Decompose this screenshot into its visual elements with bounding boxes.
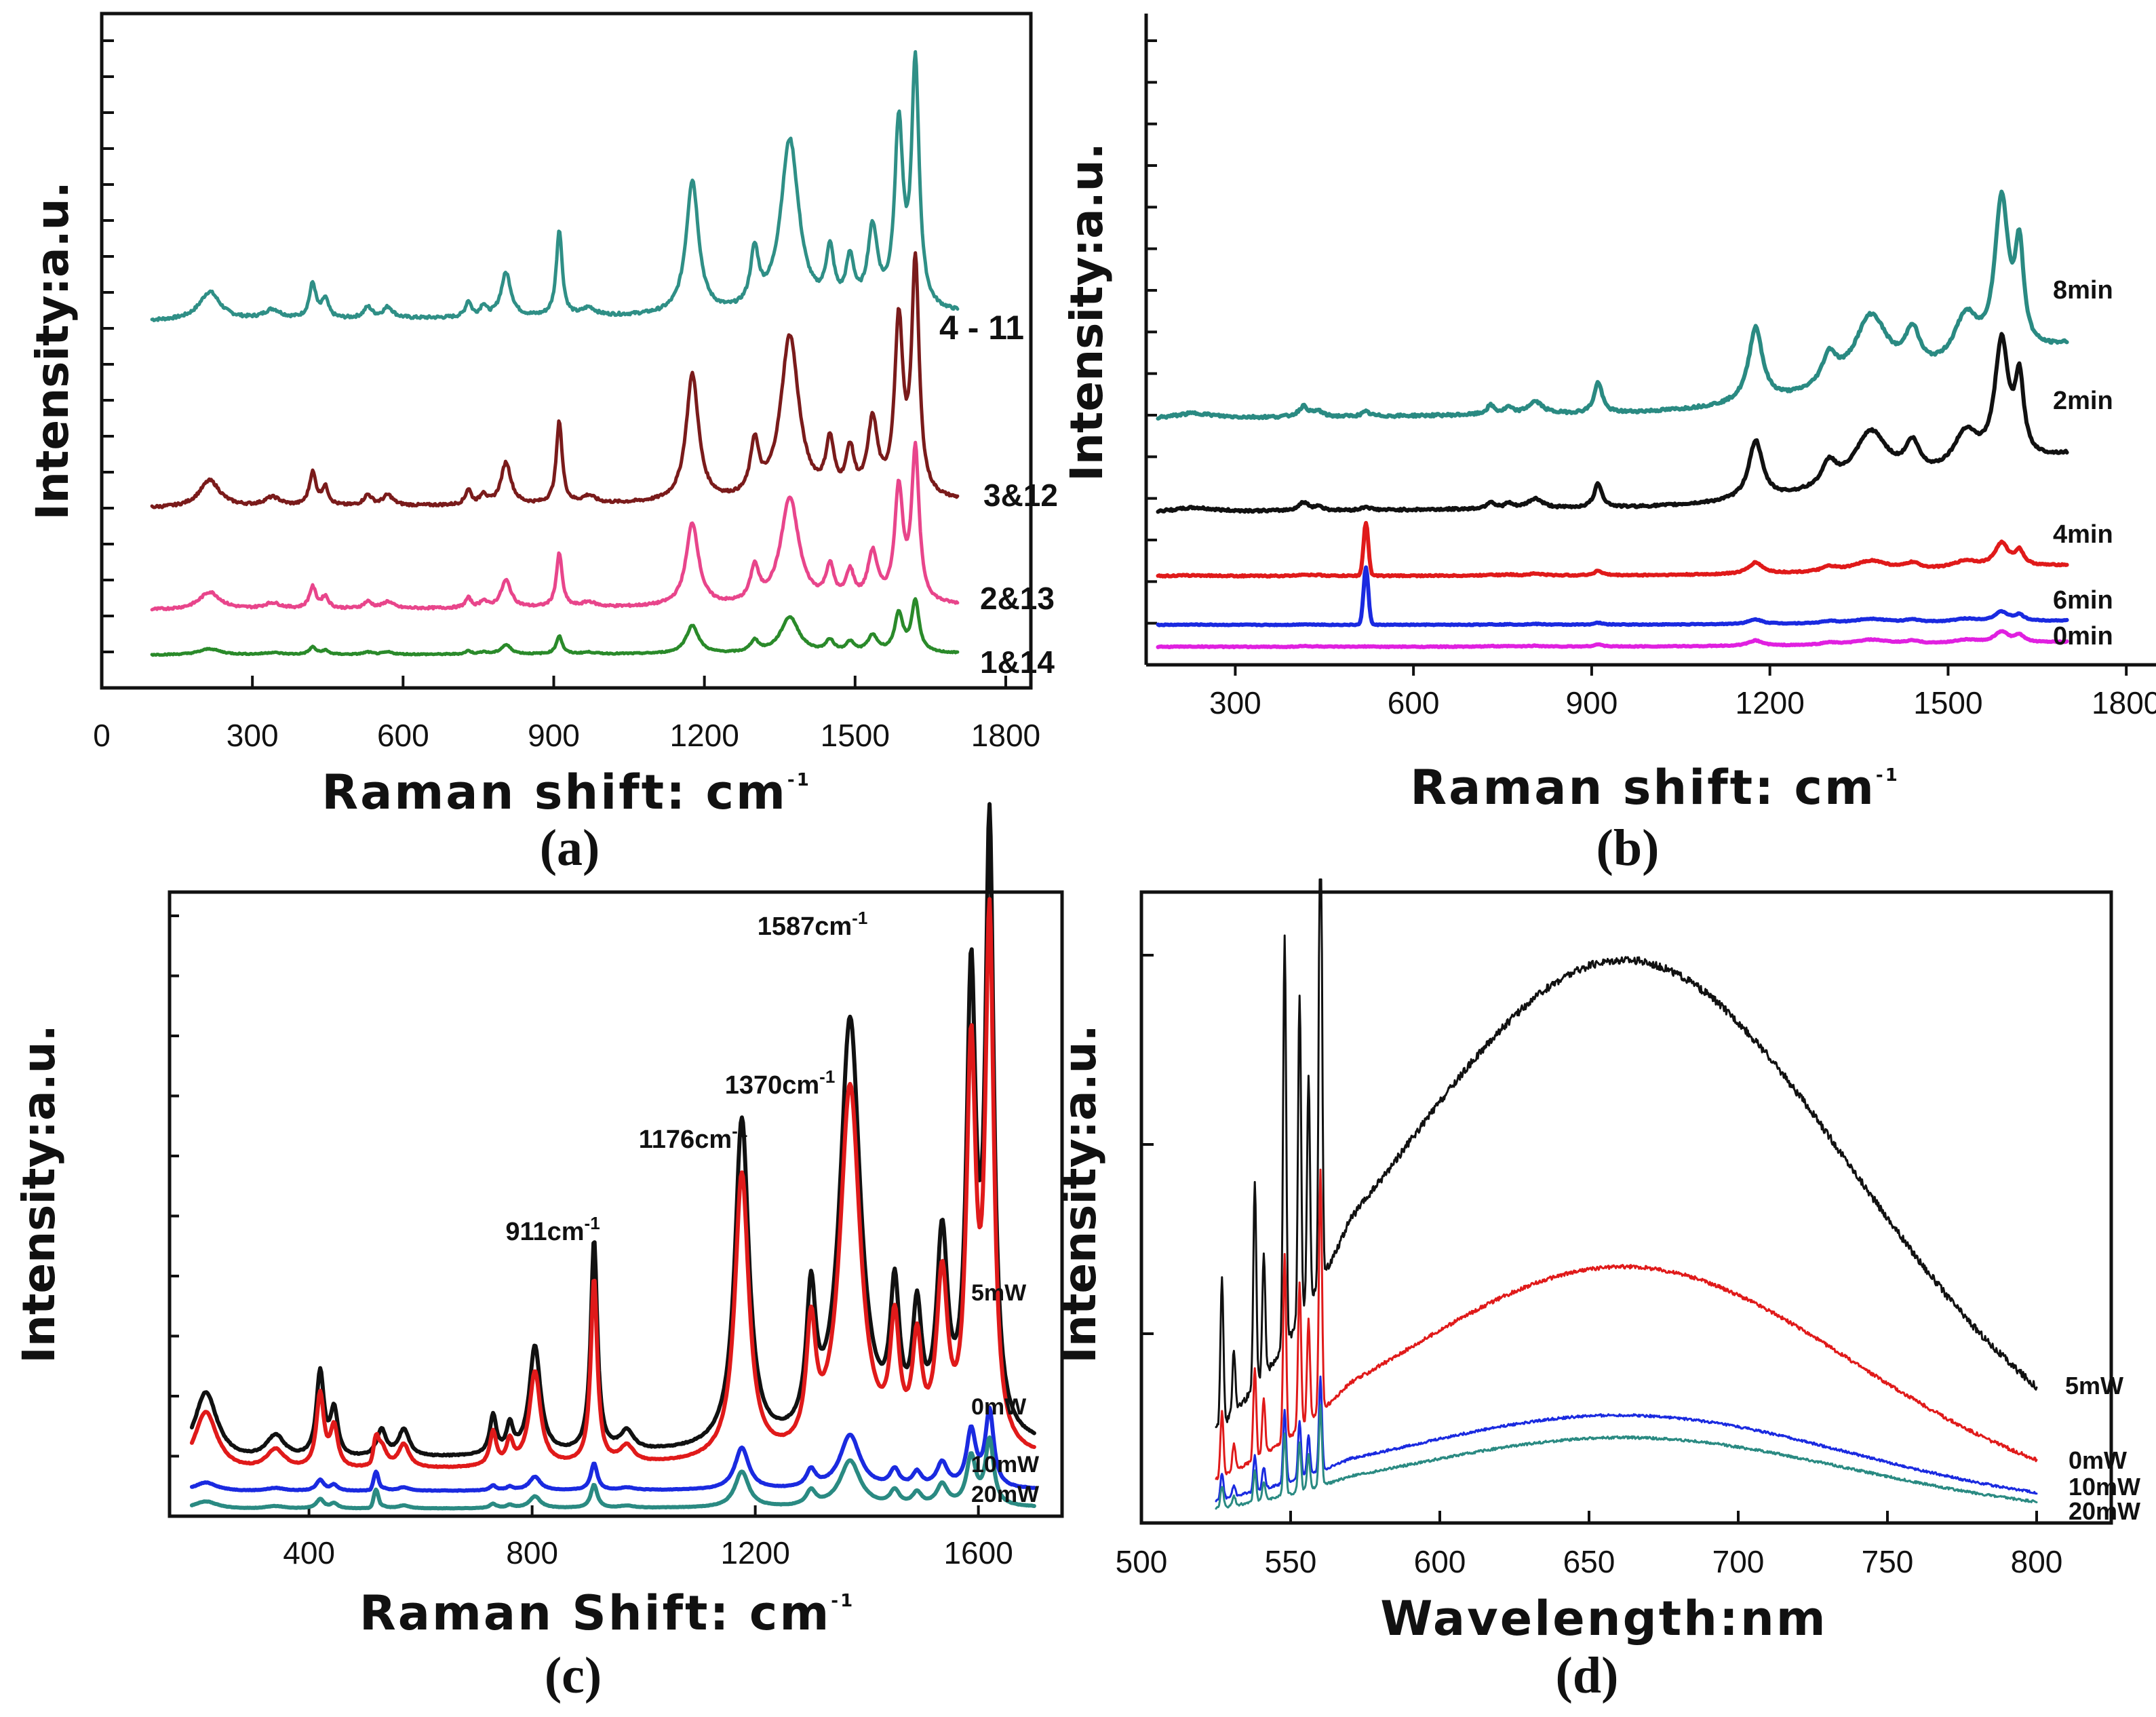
panel-d-line-1 <box>1215 878 2038 1429</box>
panel-a-y-ticks <box>102 39 114 689</box>
panel-d-series-label-3: 10mW <box>2069 1473 2140 1501</box>
panel-c-x-axis-label: Raman Shift: cm-1 <box>359 1585 855 1641</box>
x-tick-label: 1200 <box>669 718 739 753</box>
panel-b-x-ticks: 300 600 900 1200 1500 1800 <box>1209 665 2156 720</box>
panel-a-y-axis-label: Intensity:a.u. <box>26 181 79 520</box>
panel-c-line-3 <box>189 1406 1036 1493</box>
x-tick-label: 300 <box>227 718 279 753</box>
panel-c-series-label-4: 20mW <box>971 1482 1040 1507</box>
x-tick-label: 550 <box>1265 1544 1317 1579</box>
panel-b-series-label-1: 8min <box>2053 276 2113 305</box>
panel-c-letter: (c) <box>545 1647 602 1704</box>
x-tick-label: 750 <box>1862 1544 1914 1579</box>
panel-c-series-label-1: 5mW <box>971 1280 1027 1306</box>
x-tick-label: 1500 <box>1913 685 1982 720</box>
panel-d-series-label-2: 0mW <box>2069 1446 2127 1474</box>
panel-c-series-lines <box>189 802 1036 1511</box>
panel-a-series-label-4: 1&14 <box>980 644 1055 680</box>
x-tick-label: 700 <box>1712 1544 1765 1579</box>
x-tick-label: 1800 <box>971 718 1040 753</box>
x-tick-label: 600 <box>1414 1544 1466 1579</box>
x-tick-label: 800 <box>2011 1544 2063 1579</box>
panel-d-x-axis-label: Wavelength:nm <box>1380 1591 1828 1646</box>
panel-d-y-axis-label: Intensity:a.u. <box>1054 1024 1106 1363</box>
panel-b-line-3 <box>1156 520 2069 579</box>
panel-b-line-2 <box>1156 332 2069 514</box>
panel-a-line-4 <box>150 597 960 657</box>
panel-b-y-axis-label: Intensity:a.u. <box>1061 142 1113 481</box>
panel-a-series-lines <box>150 50 960 657</box>
panel-b-letter: (b) <box>1596 819 1660 876</box>
panel-a-x-axis-label: Raman shift: cm-1 <box>321 765 811 820</box>
panel-c-series-label-2: 0mW <box>971 1394 1027 1420</box>
panel-b-line-5 <box>1156 629 2069 650</box>
x-tick-label: 300 <box>1209 685 1261 720</box>
panel-b: 300 600 900 1200 1500 1800 8min 2min 4min 6mi… <box>1061 14 2156 876</box>
panel-c-series-label-3: 10mW <box>971 1452 1040 1478</box>
panel-b-series-label-4: 6min <box>2053 586 2113 615</box>
x-tick-label: 600 <box>377 718 429 753</box>
panel-a-line-1 <box>150 50 960 322</box>
panel-c-line-2 <box>189 897 1036 1469</box>
panel-d-line-3 <box>1215 1375 2038 1503</box>
x-tick-label: 1600 <box>943 1535 1013 1570</box>
x-tick-label: 900 <box>1566 685 1618 720</box>
panel-a-line-2 <box>150 251 960 509</box>
x-tick-label: 0 <box>93 718 111 753</box>
panel-d-series-lines <box>1215 878 2038 1510</box>
panel-d-series-label-4: 20mW <box>2069 1497 2140 1525</box>
panel-c-frame <box>168 890 1064 1518</box>
peak-annotation-1370: 1370cm-1 <box>725 1066 836 1100</box>
x-tick-label: 1200 <box>1736 685 1805 720</box>
x-tick-label: 1800 <box>2092 685 2156 720</box>
panel-b-line-4 <box>1156 565 2069 628</box>
panel-d-line-4 <box>1215 1404 2038 1510</box>
panel-a-series-label-1: 4 - 11 <box>939 309 1024 347</box>
panel-b-series-label-5: 0min <box>2053 622 2113 651</box>
panel-c-x-ticks: 400 800 1200 1600 <box>283 1505 1013 1570</box>
panel-d-frame <box>1139 890 2113 1525</box>
panel-a-x-ticks: 0 300 600 900 1200 1500 1800 <box>93 676 1040 753</box>
panel-d-letter: (d) <box>1556 1647 1619 1704</box>
peak-annotation-911: 911cm-1 <box>505 1213 600 1246</box>
x-tick-label: 650 <box>1563 1544 1615 1579</box>
panel-d: 500 550 600 650 700 750 800 5mW 0mW 10mW 20mW … <box>1054 878 2140 1704</box>
panel-b-x-axis-label: Raman shift: cm-1 <box>1410 760 1900 815</box>
x-tick-label: 500 <box>1116 1544 1168 1579</box>
panel-c: 400 800 1200 1600 911cm-1 1176cm-1 1370cm-1… <box>13 802 1064 1704</box>
x-tick-label: 900 <box>528 718 580 753</box>
panel-d-x-ticks: 500 550 600 650 700 750 800 <box>1116 1511 2063 1579</box>
panel-c-peak-annotations: 911cm-1 1176cm-1 1370cm-1 1587cm-1 <box>505 908 867 1246</box>
panel-d-series-label-1: 5mW <box>2065 1372 2123 1400</box>
panel-b-line-1 <box>1156 189 2069 421</box>
x-tick-label: 600 <box>1388 685 1440 720</box>
panel-c-line-1 <box>189 802 1036 1458</box>
panel-b-series-label-2: 2min <box>2053 387 2113 415</box>
x-tick-label: 1200 <box>720 1535 789 1570</box>
panel-d-line-2 <box>1215 1168 2038 1480</box>
panel-b-y-ticks <box>1146 39 1157 666</box>
panel-a-series-label-2: 3&12 <box>983 478 1058 513</box>
panel-a: 0 300 600 900 1200 1500 1800 4 - 11 3&12 2&13 … <box>26 12 1058 876</box>
peak-annotation-1176: 1176cm-1 <box>639 1121 748 1154</box>
panel-a-line-3 <box>150 440 960 612</box>
panel-d-y-ticks <box>1141 954 1154 1524</box>
panel-b-series-lines <box>1156 189 2069 650</box>
panel-c-y-axis-label: Intensity:a.u. <box>13 1024 65 1363</box>
x-tick-label: 1500 <box>821 718 890 753</box>
x-tick-label: 400 <box>283 1535 335 1570</box>
panel-b-series-label-3: 4min <box>2053 520 2113 549</box>
panel-c-line-4 <box>189 1435 1036 1511</box>
x-tick-label: 800 <box>506 1535 558 1570</box>
panel-c-y-ticks <box>170 914 179 1518</box>
panel-a-frame <box>100 12 1033 690</box>
panel-a-series-label-3: 2&13 <box>980 581 1055 616</box>
peak-annotation-1587: 1587cm-1 <box>758 908 868 941</box>
panel-a-letter: (a) <box>540 819 600 876</box>
